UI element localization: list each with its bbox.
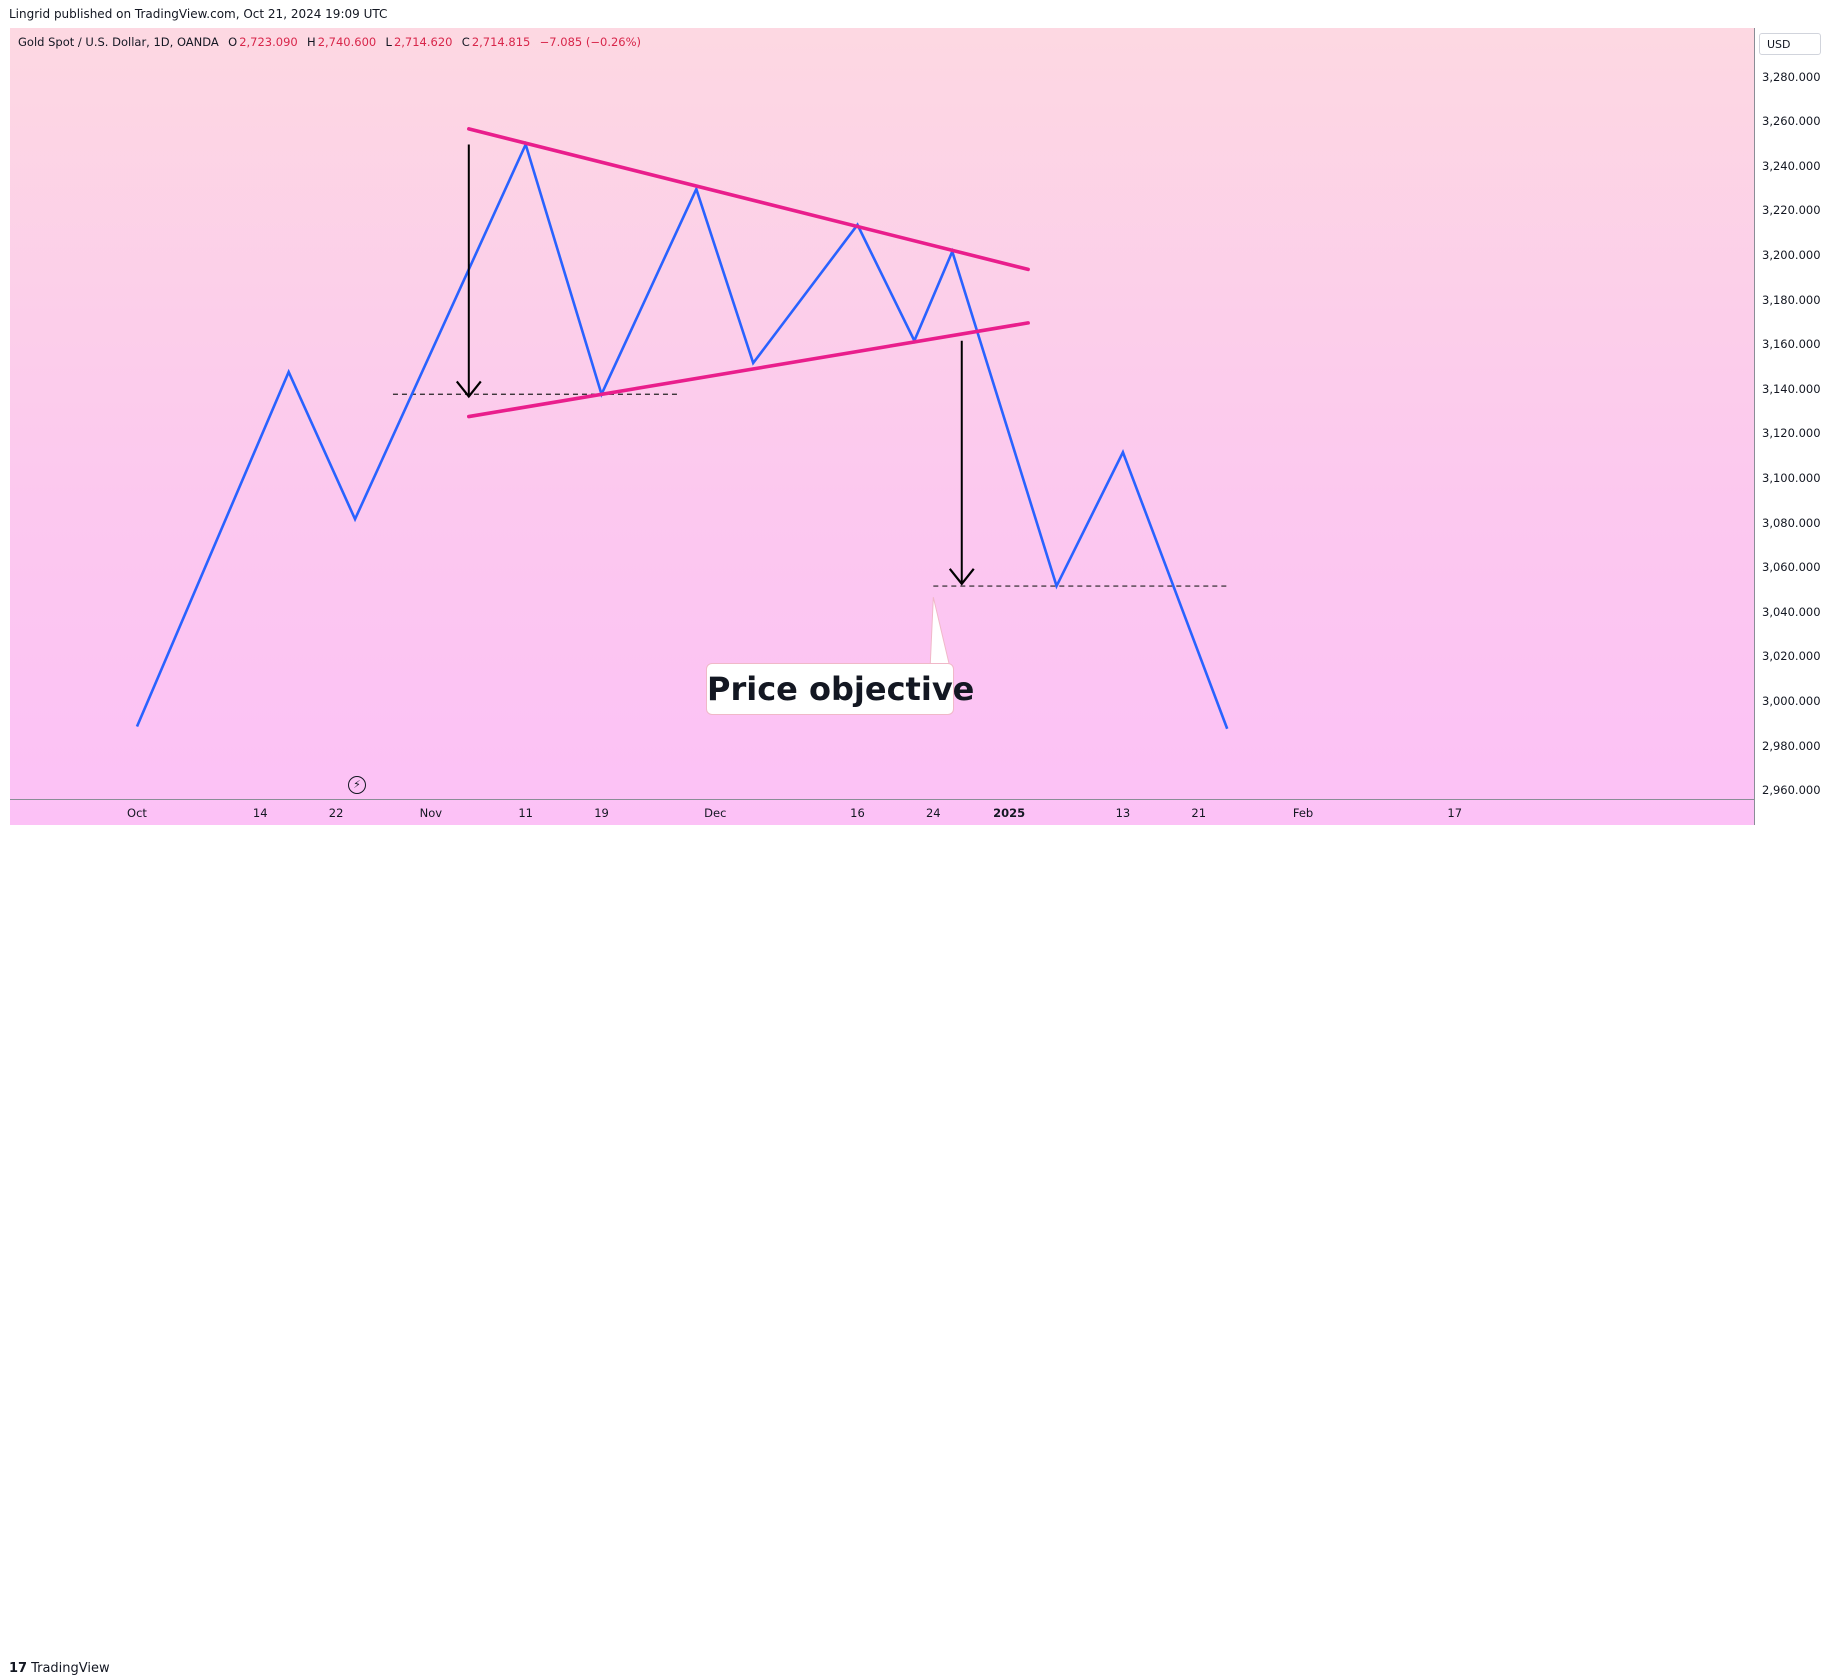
time-tick-label: 16 xyxy=(850,806,865,820)
price-tick-label: 2,960.000 xyxy=(1762,783,1821,797)
time-tick-label: 14 xyxy=(253,806,268,820)
open-label: O xyxy=(228,35,237,49)
time-tick-label: 13 xyxy=(1116,806,1131,820)
time-tick-label: 2025 xyxy=(993,806,1025,820)
low-label: L xyxy=(386,35,392,49)
tradingview-logo-text: TradingView xyxy=(31,1661,110,1676)
time-tick-label: Nov xyxy=(420,806,442,820)
chart-canvas xyxy=(0,0,1835,861)
symbol-name[interactable]: Gold Spot / U.S. Dollar, 1D, OANDA xyxy=(18,35,219,49)
price-objective-callout[interactable]: Price objective xyxy=(706,663,954,715)
price-tick-label: 3,060.000 xyxy=(1762,560,1821,574)
close-label: C xyxy=(462,35,470,49)
price-tick-label: 3,280.000 xyxy=(1762,70,1821,84)
price-tick-label: 3,100.000 xyxy=(1762,471,1821,485)
trendline-lower xyxy=(469,323,1028,417)
price-tick-label: 3,120.000 xyxy=(1762,426,1821,440)
price-tick-label: 3,040.000 xyxy=(1762,605,1821,619)
price-tick-label: 3,140.000 xyxy=(1762,382,1821,396)
time-tick-label: Oct xyxy=(127,806,147,820)
low-value: 2,714.620 xyxy=(394,35,453,49)
change-value: −7.085 (−0.26%) xyxy=(540,35,641,49)
time-tick-label: 17 xyxy=(1447,806,1462,820)
price-tick-label: 3,000.000 xyxy=(1762,694,1821,708)
price-tick-label: 3,020.000 xyxy=(1762,649,1821,663)
tradingview-logo[interactable]: 17 TradingView xyxy=(9,1661,110,1676)
price-tick-label: 3,220.000 xyxy=(1762,203,1821,217)
time-tick-label: 24 xyxy=(926,806,941,820)
lightning-icon[interactable]: ⚡ xyxy=(348,776,366,794)
price-tick-label: 3,260.000 xyxy=(1762,114,1821,128)
close-value: 2,714.815 xyxy=(472,35,531,49)
price-tick-label: 3,240.000 xyxy=(1762,159,1821,173)
tradingview-logo-icon: 17 xyxy=(9,1661,27,1676)
time-tick-label: 19 xyxy=(594,806,609,820)
high-value: 2,740.600 xyxy=(318,35,377,49)
price-tick-label: 3,080.000 xyxy=(1762,516,1821,530)
high-label: H xyxy=(307,35,316,49)
price-tick-label: 2,980.000 xyxy=(1762,739,1821,753)
price-tick-label: 3,180.000 xyxy=(1762,293,1821,307)
price-tick-label: 3,160.000 xyxy=(1762,337,1821,351)
price-series-line-0 xyxy=(137,145,1227,729)
open-value: 2,723.090 xyxy=(239,35,298,49)
price-tick-label: 3,200.000 xyxy=(1762,248,1821,262)
time-tick-label: Feb xyxy=(1293,806,1313,820)
time-tick-label: 22 xyxy=(329,806,344,820)
time-tick-label: 11 xyxy=(518,806,533,820)
time-tick-label: 21 xyxy=(1191,806,1206,820)
trendline-upper xyxy=(469,129,1028,269)
time-tick-label: Dec xyxy=(704,806,726,820)
